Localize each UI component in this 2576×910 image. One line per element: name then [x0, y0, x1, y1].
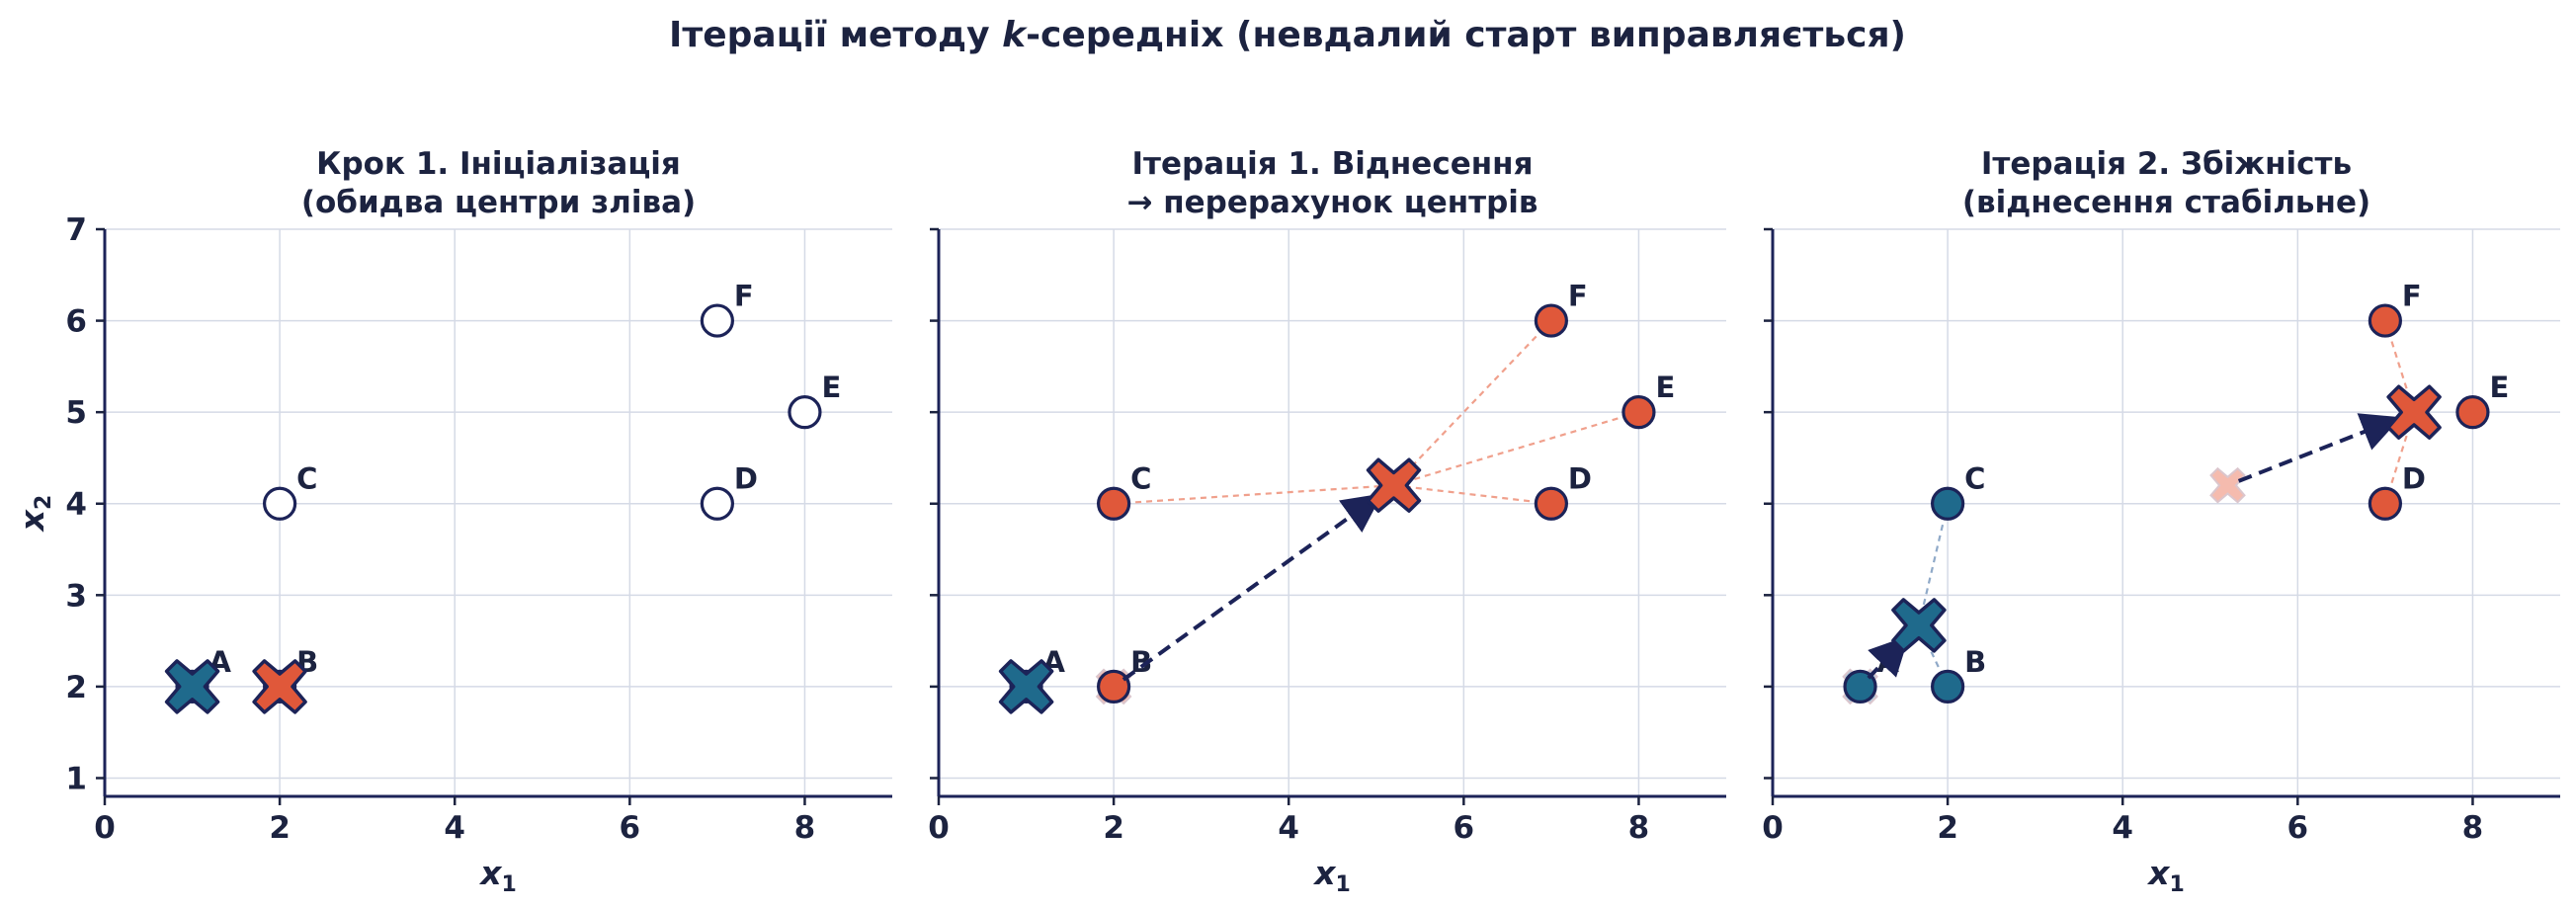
x-tick-label: 0: [1762, 810, 1784, 846]
subplot-3: Ітерація 2. Збіжність(віднесення стабіль…: [1762, 146, 2560, 897]
data-point-B: [1931, 669, 1965, 704]
data-point-D: [700, 486, 734, 521]
data-point-E: [1621, 395, 1656, 430]
x-tick-label: 0: [94, 810, 116, 846]
data-point-label: D: [1568, 462, 1592, 496]
assignment-line: [1114, 484, 1394, 505]
data-point-C: [1097, 486, 1131, 521]
old-centroid-marker: [2209, 466, 2246, 504]
data-point-label: B: [1964, 645, 1986, 679]
y-tick-label: 3: [65, 578, 87, 614]
data-point-label: E: [2489, 371, 2509, 404]
data-point-label: C: [296, 462, 317, 496]
y-tick-label: 7: [65, 212, 87, 248]
x-axis-label: x1: [1312, 854, 1351, 897]
data-point-label: D: [2402, 462, 2426, 496]
y-tick-label: 5: [65, 395, 87, 431]
x-axis-label-sub: 1: [2169, 872, 2184, 897]
subplot-2: Ітерація 1. Віднесення→ перерахунок цент…: [928, 146, 1726, 897]
subplot-title-line: (обидва центри зліва): [301, 185, 696, 220]
centroid-marker-orange: [252, 659, 307, 714]
data-point-B: [1097, 669, 1131, 704]
x-axis-label: x1: [478, 854, 517, 897]
subplot-title-line: Ітерація 1. Віднесення: [1132, 146, 1534, 182]
y-tick-label: 1: [65, 761, 87, 796]
x-tick-label: 8: [794, 810, 816, 846]
x-tick-label: 2: [269, 810, 291, 846]
centroid-move-arrow: [1122, 493, 1383, 682]
data-point-label: B: [1130, 645, 1152, 679]
x-axis-label-sub: 1: [501, 872, 516, 897]
subplot-title-line: → перерахунок центрів: [1126, 185, 1537, 220]
x-axis-label: x1: [2146, 854, 2185, 897]
data-point-F: [1534, 303, 1568, 338]
y-tick-label: 6: [65, 304, 87, 340]
figure-title-suffix: -середніх (невдалий старт виправляється): [1026, 15, 1906, 55]
x-tick-label: 4: [1278, 810, 1299, 846]
data-point-E: [788, 395, 822, 430]
x-tick-label: 8: [2462, 810, 2484, 846]
data-point-D: [1534, 486, 1568, 521]
centroid-move-arrow: [1867, 634, 1910, 680]
centroid-marker-blue: [1891, 598, 1947, 653]
data-point-F: [700, 303, 734, 338]
figure-title-prefix: Ітерації методу: [669, 15, 1002, 55]
x-tick-label: 0: [928, 810, 950, 846]
x-tick-label: 6: [620, 810, 641, 846]
subplots: Крок 1. Ініціалізація(обидва центри злів…: [13, 146, 2560, 897]
data-point-label: C: [1964, 462, 1985, 496]
data-point-C: [1931, 486, 1965, 521]
centroid-marker-orange: [1366, 457, 1422, 513]
centroid-marker-blue: [998, 659, 1054, 714]
figure-title-k: k: [1002, 15, 1028, 55]
data-point-label: E: [1655, 371, 1675, 404]
data-point-C: [263, 486, 297, 521]
x-tick-label: 2: [1103, 810, 1124, 846]
x-tick-label: 2: [1937, 810, 1958, 846]
x-tick-label: 6: [2287, 810, 2309, 846]
subplot-1: Крок 1. Ініціалізація(обидва центри злів…: [13, 146, 892, 897]
assignment-line: [1393, 484, 1552, 505]
assignment-line: [1393, 411, 1639, 487]
data-point-label: C: [1130, 462, 1151, 496]
data-point-F: [2368, 303, 2402, 338]
centroid-marker-orange: [2386, 384, 2442, 440]
x-tick-label: 4: [2112, 810, 2133, 846]
y-axis-label: x2: [13, 495, 56, 534]
centroid-move-arrow: [2237, 413, 2402, 483]
data-point-D: [2368, 486, 2402, 521]
y-tick-label: 4: [65, 487, 87, 523]
figure-title: Ітерації методу k-середніх (невдалий ста…: [669, 15, 1906, 55]
assignment-line: [1392, 319, 1552, 486]
subplot-title-line: (віднесення стабільне): [1962, 185, 2370, 220]
x-tick-label: 6: [1454, 810, 1475, 846]
x-tick-label: 4: [444, 810, 465, 846]
data-point-label: F: [1568, 280, 1588, 313]
data-point-label: D: [734, 462, 758, 496]
data-point-label: F: [2402, 280, 2422, 313]
x-axis-label-sub: 1: [1335, 872, 1350, 897]
centroid-marker-blue: [164, 659, 220, 714]
data-point-E: [2455, 395, 2490, 430]
data-point-label: E: [821, 371, 841, 404]
y-axis-label-sub: 2: [32, 495, 56, 510]
data-point-label: F: [734, 280, 754, 313]
data-point-label: A: [1877, 645, 1900, 679]
y-tick-label: 2: [65, 670, 87, 705]
x-tick-label: 8: [1628, 810, 1650, 846]
data-point-A: [1843, 669, 1877, 704]
subplot-title-line: Крок 1. Ініціалізація: [316, 146, 681, 182]
subplot-title-line: Ітерація 2. Збіжність: [1981, 146, 2352, 182]
